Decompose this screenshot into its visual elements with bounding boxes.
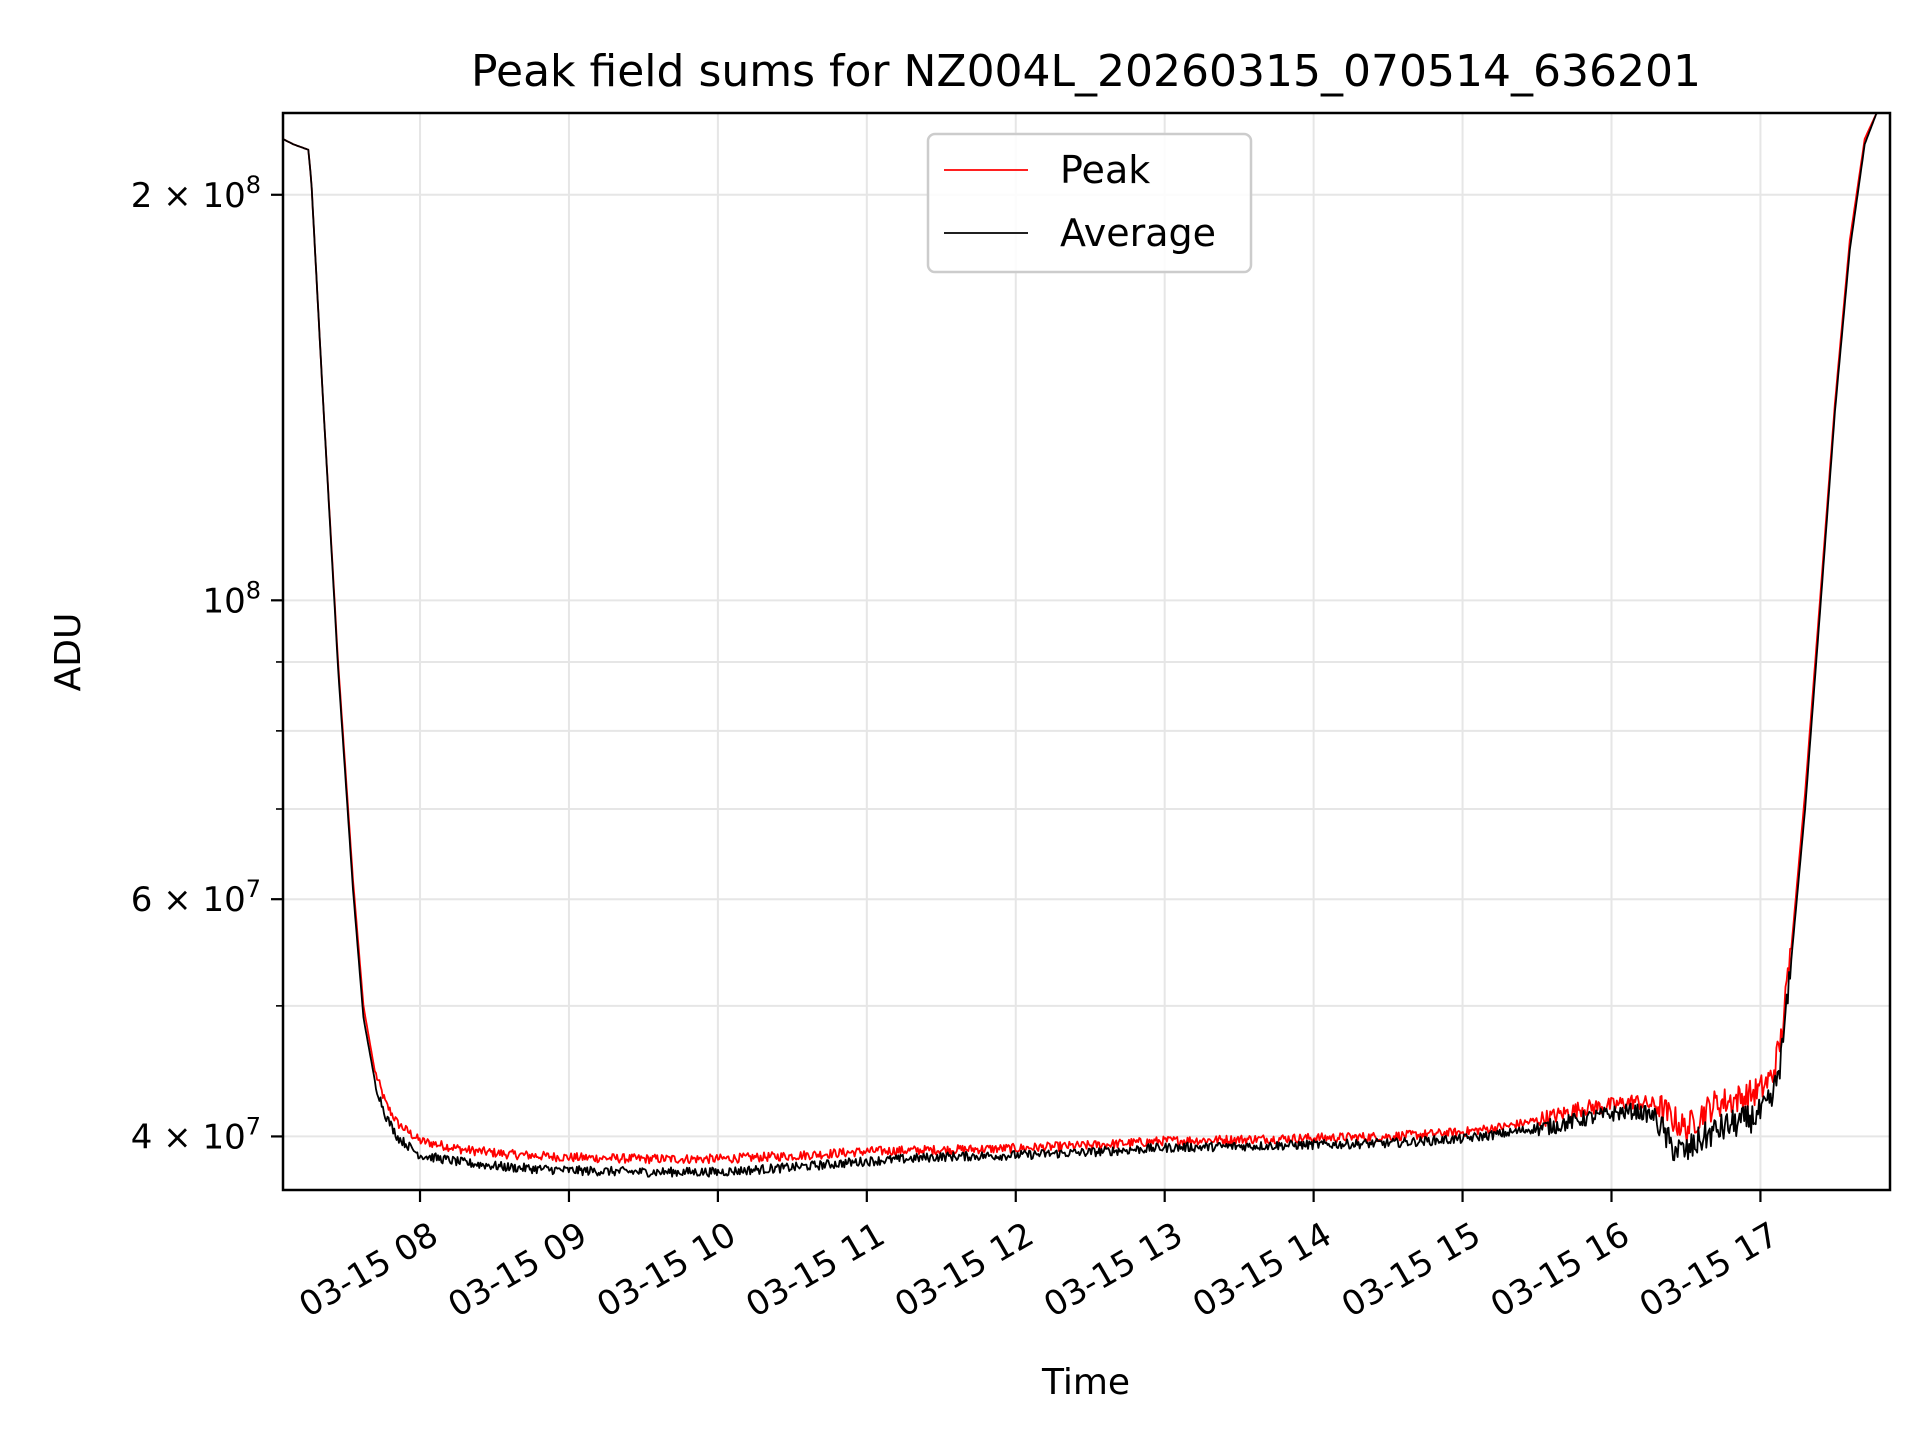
x-tick-label: 03-15 10	[590, 1215, 742, 1326]
x-tick-label: 03-15 13	[1037, 1215, 1189, 1326]
legend-label-peak: Peak	[1060, 148, 1150, 192]
y-tick-label: 108	[202, 576, 261, 621]
plot-frame	[281, 111, 1892, 1192]
legend-label-average: Average	[1060, 211, 1216, 255]
x-tick-label: 03-15 11	[739, 1215, 891, 1326]
x-tick-label: 03-15 15	[1335, 1215, 1487, 1326]
y-tick-label: 6 × 107	[131, 875, 261, 920]
x-tick-label: 03-15 12	[888, 1215, 1040, 1326]
y-tick-label: 2 × 108	[131, 171, 261, 216]
legend-box	[926, 132, 1253, 274]
y-axis-ticks: 4 × 107 6 × 107 108 2 × 108	[131, 171, 283, 1157]
series-layer	[283, 113, 1890, 1178]
grid-lines	[283, 113, 1890, 1190]
y-axis-label: ADU	[48, 613, 89, 692]
x-tick-label: 03-15 08	[293, 1215, 445, 1326]
x-axis-label: Time	[1041, 1362, 1130, 1403]
y-tick-label: 4 × 107	[131, 1112, 261, 1157]
x-tick-label: 03-15 16	[1484, 1215, 1636, 1326]
series-line-average	[283, 113, 1890, 1178]
chart-title: Peak field sums for NZ004L_20260315_0705…	[471, 46, 1701, 97]
legend: Peak Average	[926, 132, 1253, 274]
x-tick-label: 03-15 09	[441, 1215, 593, 1326]
x-tick-label: 03-15 14	[1186, 1215, 1338, 1326]
series-line-peak	[283, 113, 1890, 1165]
x-tick-label: 03-15 17	[1633, 1215, 1785, 1326]
